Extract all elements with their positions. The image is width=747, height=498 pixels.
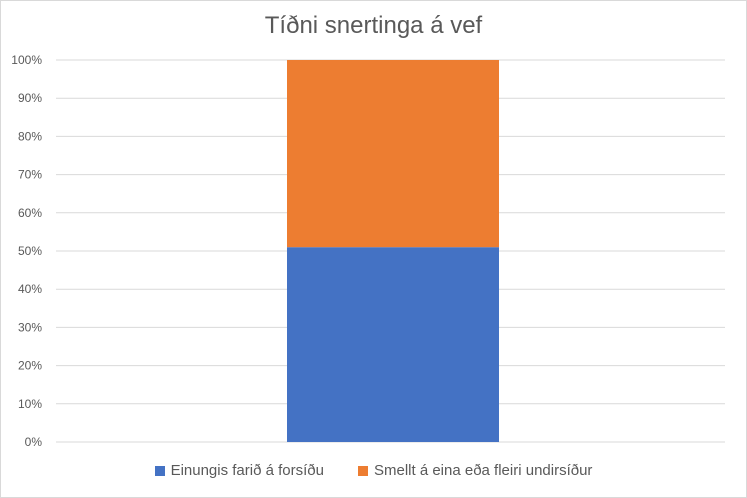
legend: Einungis farið á forsíðu Smellt á eina e… bbox=[0, 462, 747, 479]
y-tick-label: 50% bbox=[18, 244, 42, 258]
y-tick-label: 90% bbox=[18, 91, 42, 105]
y-tick-label: 60% bbox=[18, 206, 42, 220]
legend-swatch bbox=[154, 465, 165, 476]
chart-title: Tíðni snertinga á vef bbox=[264, 12, 483, 39]
legend-swatch bbox=[357, 465, 368, 476]
y-tick-label: 70% bbox=[18, 168, 42, 182]
legend-item-1: Smellt á eina eða fleiri undirsíður bbox=[357, 462, 593, 479]
y-tick-label: 20% bbox=[18, 359, 42, 373]
legend-label: Einungis farið á forsíðu bbox=[170, 462, 324, 479]
bar-segment-0 bbox=[287, 247, 499, 442]
y-tick-label: 40% bbox=[18, 282, 42, 296]
y-tick-label: 100% bbox=[11, 53, 42, 67]
bar-segment-1 bbox=[287, 60, 499, 248]
legend-item-0: Einungis farið á forsíðu bbox=[154, 462, 324, 479]
y-tick-label: 30% bbox=[18, 320, 42, 334]
y-tick-label: 10% bbox=[18, 397, 42, 411]
legend-label: Smellt á eina eða fleiri undirsíður bbox=[373, 462, 593, 479]
y-tick-label: 80% bbox=[18, 129, 42, 143]
y-tick-label: 0% bbox=[25, 435, 43, 449]
